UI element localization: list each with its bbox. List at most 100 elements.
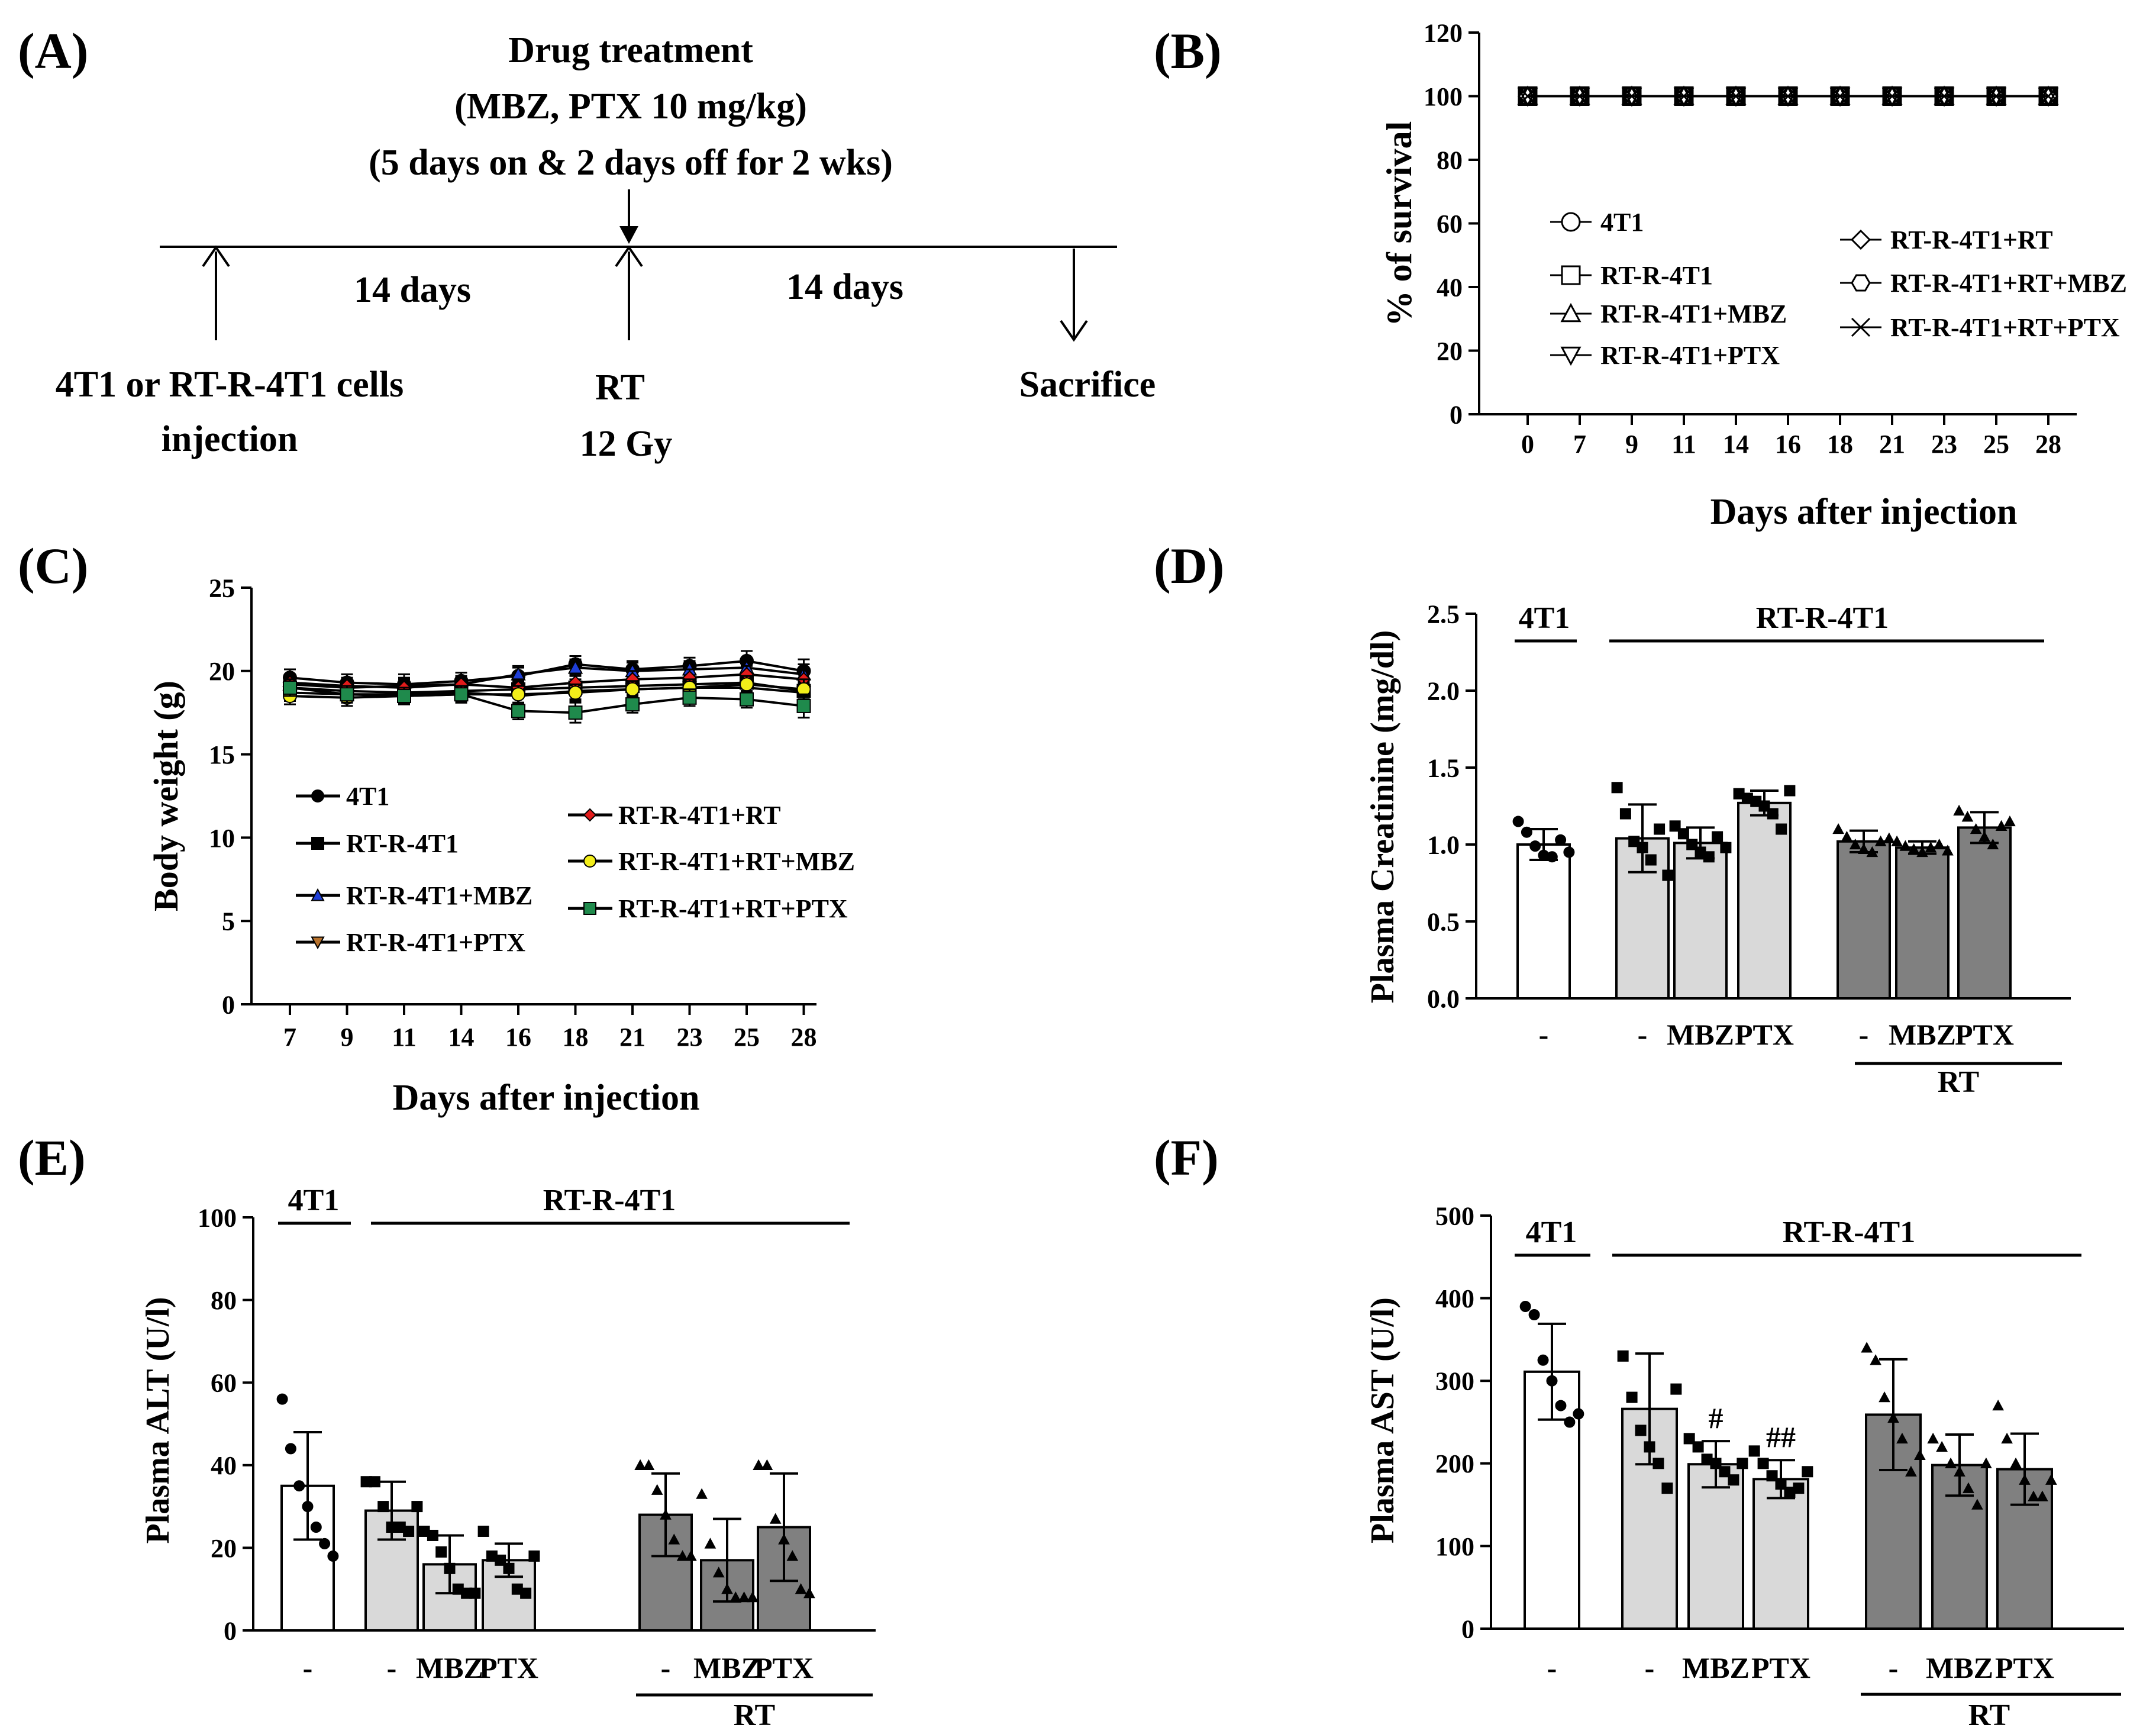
- data-point: [668, 1533, 680, 1545]
- data-point: [469, 1587, 481, 1599]
- data-point: [1710, 1458, 1722, 1469]
- y-tick-label: 20: [1437, 337, 1463, 366]
- legend-marker: [311, 789, 324, 802]
- x-tick-label: 28: [791, 1023, 817, 1052]
- rt-arrow-head: [615, 245, 643, 267]
- series-line: [289, 681, 804, 694]
- bar: [1752, 1478, 1809, 1630]
- data-point: [319, 1538, 331, 1549]
- significance-annotation: #: [1709, 1401, 1723, 1435]
- series-point: [1882, 86, 1902, 106]
- legend-label: RT-R-4T1+PTX: [346, 928, 525, 957]
- group-label-rt: RT: [1968, 1698, 2010, 1732]
- group-label-rt-r-4t1: RT-R-4T1: [1783, 1216, 1916, 1249]
- y-tick-label: 0: [1450, 400, 1463, 429]
- panel-c-body-weight-chart: 0 5 10 15 20 25 7 9 11 14 16 18 21 23 25 28 Days after i…: [147, 573, 855, 1118]
- drug-arrow-head: [619, 226, 638, 244]
- data-point: [1528, 1309, 1540, 1321]
- legend-marker: [1851, 317, 1871, 337]
- injection-label-line1: 4T1 or RT-R-4T1 cells: [56, 365, 404, 405]
- data-point: [753, 1459, 764, 1470]
- data-point: [1942, 845, 1954, 856]
- data-point: [411, 1501, 423, 1513]
- series-point: [796, 698, 811, 713]
- x-tick-label: 25: [1983, 430, 2009, 459]
- data-point: [1737, 1458, 1748, 1469]
- y-tick-label: 120: [1424, 18, 1463, 47]
- data-point: [721, 1583, 733, 1594]
- x-category-label: -: [387, 1651, 397, 1684]
- data-point: [1677, 828, 1689, 840]
- data-point: [1784, 785, 1796, 797]
- legend-label: RT-R-4T1+RT: [618, 801, 781, 830]
- data-point: [1719, 1466, 1731, 1478]
- legend-marker: [1851, 274, 1871, 292]
- data-point: [1537, 1354, 1549, 1366]
- series-point: [1570, 86, 1590, 106]
- x-category-label: -: [1539, 1018, 1549, 1051]
- x-category-label: MBZ: [416, 1651, 483, 1684]
- data-point: [1961, 811, 1974, 822]
- data-point: [1954, 1465, 1965, 1477]
- x-category-label: -: [661, 1651, 671, 1684]
- group-label-rt: RT: [734, 1698, 775, 1732]
- panel-label-f: (F): [1154, 1129, 1219, 1186]
- x-category-label: -: [1547, 1651, 1557, 1684]
- significance-annotation: ##: [1766, 1420, 1796, 1453]
- data-point: [761, 1459, 773, 1470]
- legend-label: RT-R-4T1+RT+MBZ: [1890, 269, 2127, 298]
- panel-label-c: (C): [18, 537, 88, 594]
- data-point: [1686, 839, 1698, 850]
- legend-marker: [583, 855, 596, 868]
- legend-label: RT-R-4T1: [346, 829, 459, 858]
- series-point: [740, 677, 754, 692]
- data-point: [1775, 1478, 1787, 1490]
- rt-label-line2: 12 Gy: [580, 424, 673, 464]
- sacrifice-label: Sacrifice: [1019, 365, 1156, 405]
- data-point: [1832, 823, 1844, 834]
- series-point: [1829, 86, 1851, 107]
- y-tick-label: 15: [209, 740, 235, 769]
- legend-label: RT-R-4T1: [1600, 261, 1713, 290]
- x-category-label: -: [303, 1651, 313, 1684]
- y-tick-label: 2.0: [1427, 676, 1460, 705]
- data-point: [634, 1459, 646, 1470]
- data-point: [1933, 838, 1945, 850]
- interval-2-label: 14 days: [786, 267, 903, 307]
- bar: [1895, 846, 1950, 1000]
- legend-marker: [311, 837, 324, 850]
- data-point: [1766, 1470, 1778, 1482]
- x-tick-label: 18: [563, 1023, 589, 1052]
- drug-treatment-title: Drug treatment: [508, 30, 753, 70]
- series-point: [1934, 86, 1955, 107]
- series-point: [2038, 86, 2059, 107]
- y-axis-title: Plasma AST (U/l): [1364, 1297, 1401, 1543]
- legend-label: RT-R-4T1+RT+MBZ: [618, 847, 855, 876]
- x-category-label: -: [1645, 1651, 1655, 1684]
- data-point: [1644, 1441, 1655, 1453]
- data-point: [2010, 1457, 2022, 1468]
- data-point: [1546, 851, 1558, 863]
- x-tick-label: 28: [2035, 430, 2061, 459]
- data-point: [1874, 835, 1887, 846]
- data-point: [528, 1550, 540, 1562]
- x-tick-label: 21: [619, 1023, 645, 1052]
- legend-marker: [1560, 302, 1582, 323]
- data-point: [2045, 1474, 2057, 1485]
- data-point: [769, 1513, 782, 1524]
- data-point: [427, 1529, 438, 1541]
- y-tick-label: 80: [211, 1286, 237, 1315]
- data-point: [651, 1484, 663, 1495]
- data-point: [786, 1550, 799, 1561]
- x-category-label: PTX: [1995, 1651, 2054, 1684]
- series-point: [1986, 86, 2007, 107]
- data-point: [643, 1459, 655, 1470]
- series-point: [1622, 86, 1642, 106]
- data-point: [2036, 1490, 2048, 1501]
- x-tick-label: 18: [1827, 430, 1853, 459]
- panel-label-d: (D): [1154, 537, 1224, 594]
- data-point: [660, 1509, 672, 1520]
- data-point: [310, 1522, 322, 1533]
- x-axis-title: Days after injection: [1710, 492, 2018, 532]
